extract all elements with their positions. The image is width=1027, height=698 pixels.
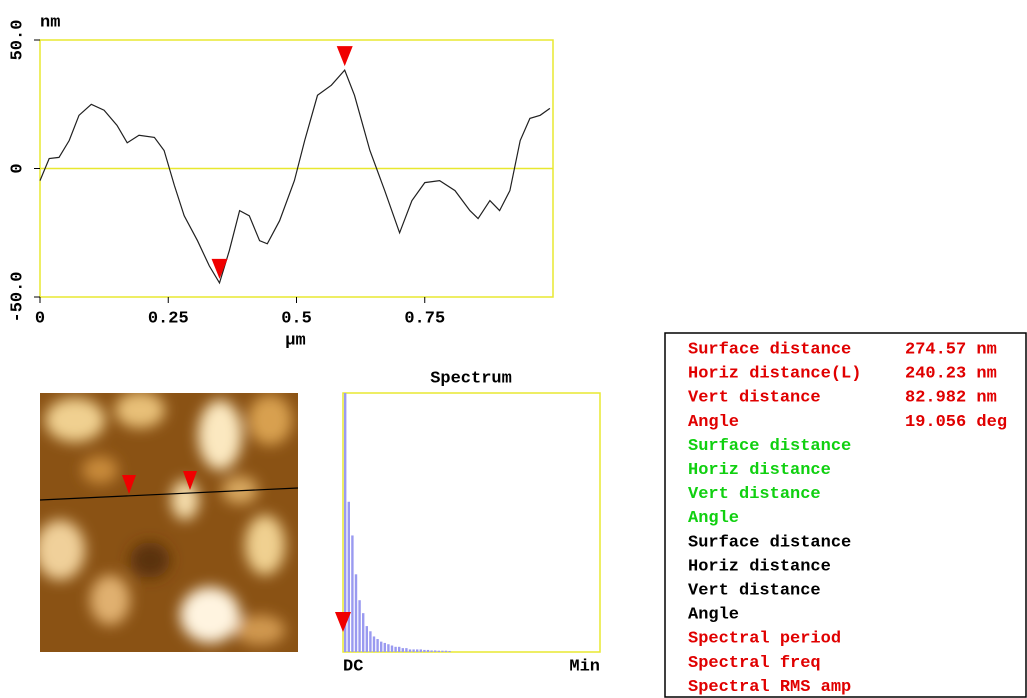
spectrum-bar xyxy=(355,574,357,652)
measure-label: Surface distance xyxy=(688,437,851,456)
y-unit: nm xyxy=(40,13,60,32)
measure-label: Horiz distance(L) xyxy=(688,365,861,384)
spectrum-bar xyxy=(348,502,350,652)
measure-value: 274.57 nm xyxy=(905,340,997,359)
spectrum-bar xyxy=(380,642,382,652)
measure-value: 19.056 deg xyxy=(905,413,1007,432)
measure-label: Vert distance xyxy=(688,581,821,600)
afm-image xyxy=(35,392,298,652)
x-tick-label: 0 xyxy=(35,309,45,328)
spectrum-bar xyxy=(384,643,386,652)
measure-value: 240.23 nm xyxy=(905,365,997,384)
measure-label: Angle xyxy=(688,413,739,432)
spectrum-bar xyxy=(423,650,425,652)
x-end-label: Min xyxy=(569,657,600,676)
chart-title: Spectrum xyxy=(430,369,512,388)
spectrum-bar xyxy=(405,648,407,652)
x-tick-label: 0.75 xyxy=(404,309,445,328)
measure-label: Vert distance xyxy=(688,389,821,408)
measure-label: Vert distance xyxy=(688,485,821,504)
y-tick-label: 50.0 xyxy=(8,20,27,61)
measure-label: Angle xyxy=(688,606,739,625)
x-tick-label: 0.25 xyxy=(148,309,189,328)
spectrum-bar xyxy=(387,644,389,652)
measure-label: Surface distance xyxy=(688,340,851,359)
measure-value: 82.982 nm xyxy=(905,389,997,408)
x-label: μm xyxy=(285,331,305,350)
measure-label: Angle xyxy=(688,509,739,528)
spectrum-bar xyxy=(376,639,378,652)
spectrum-bar xyxy=(373,636,375,652)
measure-label: Surface distance xyxy=(688,533,851,552)
y-tick-label: -50.0 xyxy=(8,271,27,322)
spectrum-bar xyxy=(409,649,411,652)
x-end-label: DC xyxy=(343,657,363,676)
spectrum-bar xyxy=(391,646,393,652)
spectrum-bar xyxy=(351,535,353,652)
spectrum-bar xyxy=(412,649,414,652)
y-tick-label: 0 xyxy=(8,163,27,173)
spectrum-bar xyxy=(434,650,436,652)
spectrum-bar xyxy=(358,600,360,652)
measure-label: Horiz distance xyxy=(688,461,831,480)
measure-label: Horiz distance xyxy=(688,557,831,576)
x-tick-label: 0.5 xyxy=(281,309,312,328)
spectrum-bar xyxy=(398,647,400,652)
spectrum-bar xyxy=(369,631,371,652)
spectrum-bar xyxy=(420,649,422,652)
spectrum-bar xyxy=(394,647,396,652)
spectrum-bar xyxy=(441,651,443,652)
spectrum-bar xyxy=(366,626,368,652)
spectrum-bar xyxy=(438,651,440,652)
spectrum-bar xyxy=(402,648,404,652)
page: -50.0 0 50.0 nm 0 0.25 0.5 0.75 μm Spectrum DC Min S… xyxy=(0,0,1027,698)
plot-frame xyxy=(343,393,600,652)
spectrum-bar xyxy=(416,649,418,652)
spectrum-bar xyxy=(448,651,450,652)
measure-label: Spectral period xyxy=(688,630,841,649)
screen: -50.0 0 50.0 nm 0 0.25 0.5 0.75 μm Spectrum DC Min S… xyxy=(0,0,1027,698)
spectrum-bar xyxy=(362,613,364,652)
measure-label: Spectral RMS amp xyxy=(688,678,851,697)
spectrum-bar xyxy=(427,650,429,652)
spectrum-bar xyxy=(445,651,447,652)
spectrum-bar xyxy=(430,650,432,652)
measure-label: Spectral freq xyxy=(688,654,821,673)
